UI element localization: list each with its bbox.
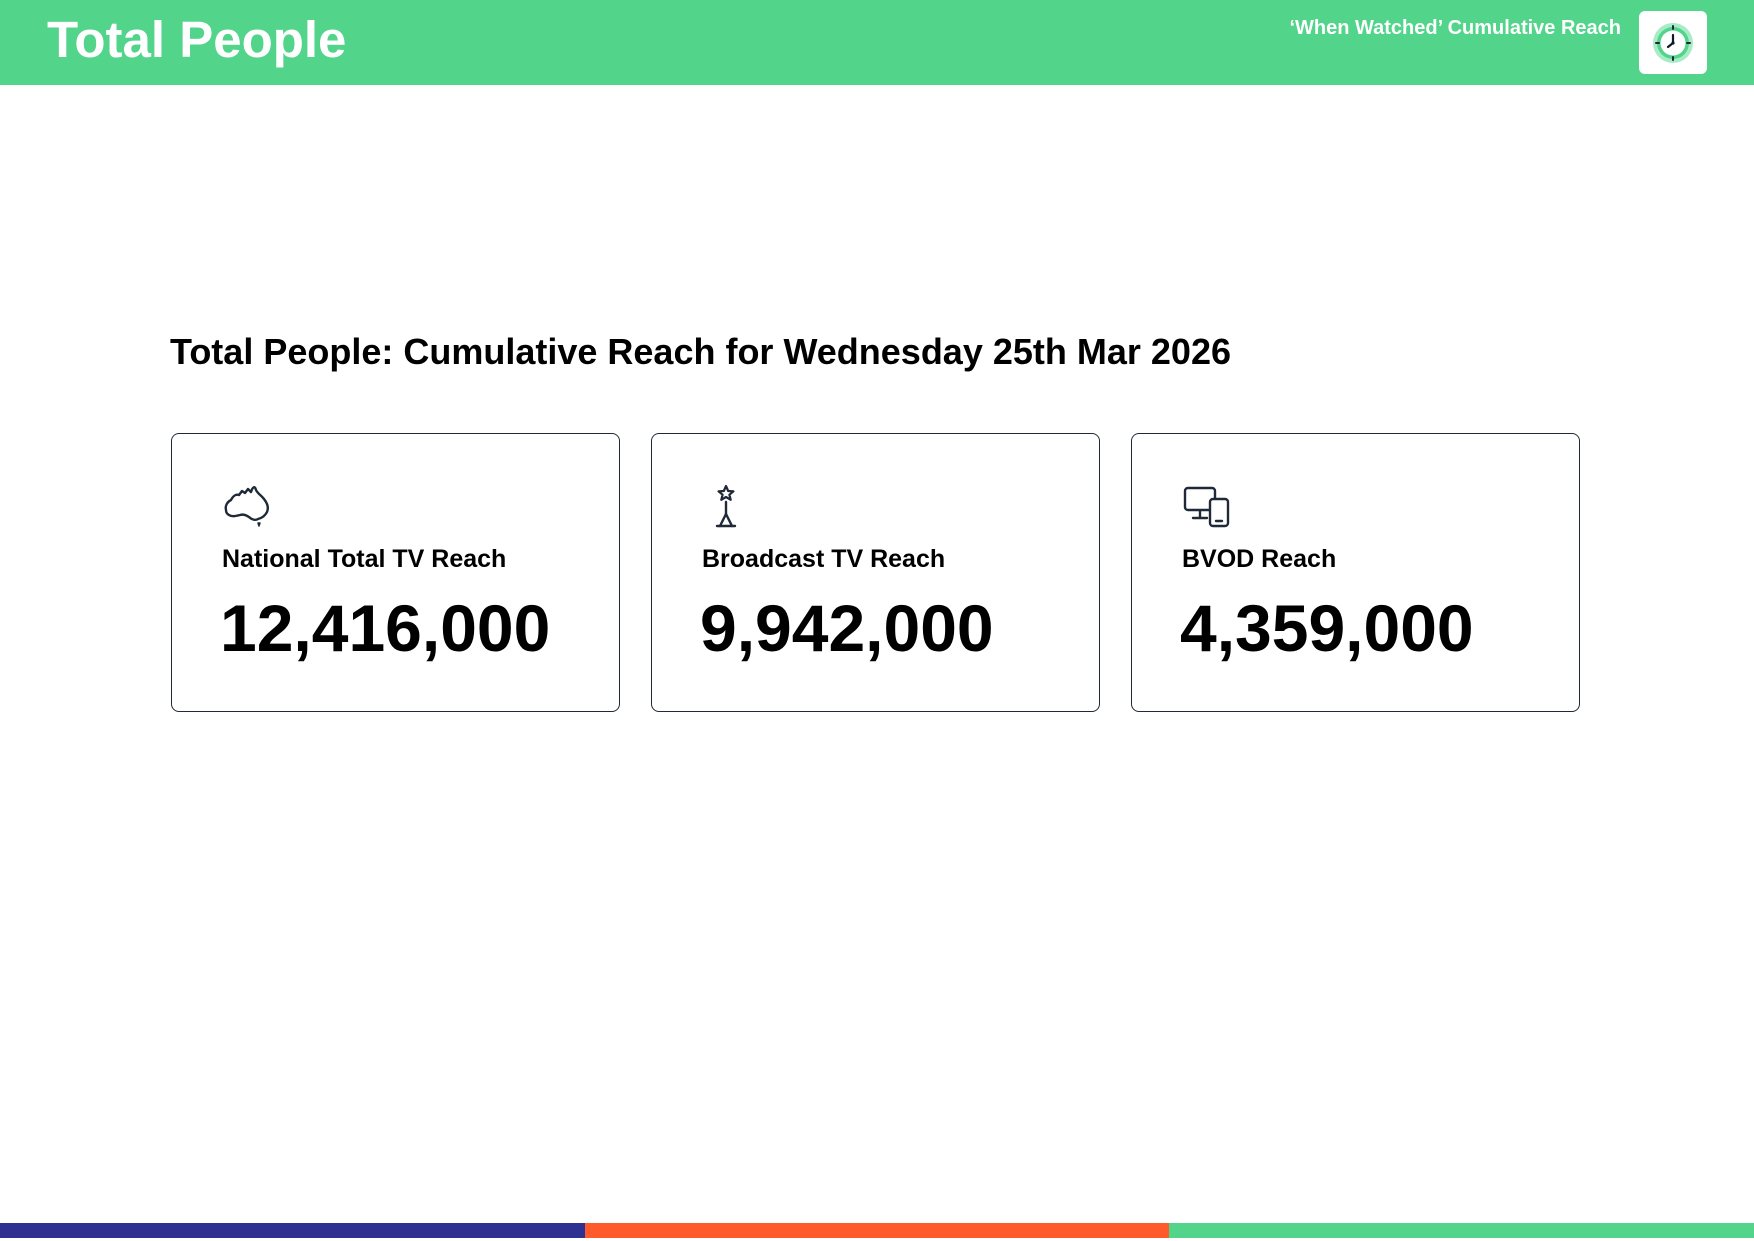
report-badge <box>1639 11 1707 74</box>
reach-card-national: National Total TV Reach 12,416,000 <box>171 433 620 712</box>
card-value: 12,416,000 <box>220 591 551 665</box>
header-bar: Total People ‘When Watched’ Cumulative R… <box>0 0 1754 85</box>
clock-icon <box>1653 22 1693 63</box>
card-label: BVOD Reach <box>1182 545 1337 573</box>
card-label: Broadcast TV Reach <box>702 545 946 573</box>
footer-bar-segment-green <box>1169 1223 1754 1238</box>
footer-color-bar <box>0 1223 1754 1238</box>
reach-card-bvod: BVOD Reach 4,359,000 <box>1131 433 1580 712</box>
broadcast-tower-icon <box>715 484 737 528</box>
report-subtitle: ‘When Watched’ Cumulative Reach <box>1289 17 1621 39</box>
reach-card-broadcast: Broadcast TV Reach 9,942,000 <box>651 433 1100 712</box>
australia-map-icon <box>224 486 269 527</box>
page-title: Total People <box>47 11 347 68</box>
card-value: 4,359,000 <box>1180 591 1474 665</box>
card-value: 9,942,000 <box>700 591 994 665</box>
card-label: National Total TV Reach <box>222 545 507 573</box>
devices-icon <box>1183 486 1230 528</box>
footer-bar-segment-navy <box>0 1223 585 1238</box>
section-heading: Total People: Cumulative Reach for Wedne… <box>170 331 1231 372</box>
footer-bar-segment-orange <box>584 1223 1170 1238</box>
